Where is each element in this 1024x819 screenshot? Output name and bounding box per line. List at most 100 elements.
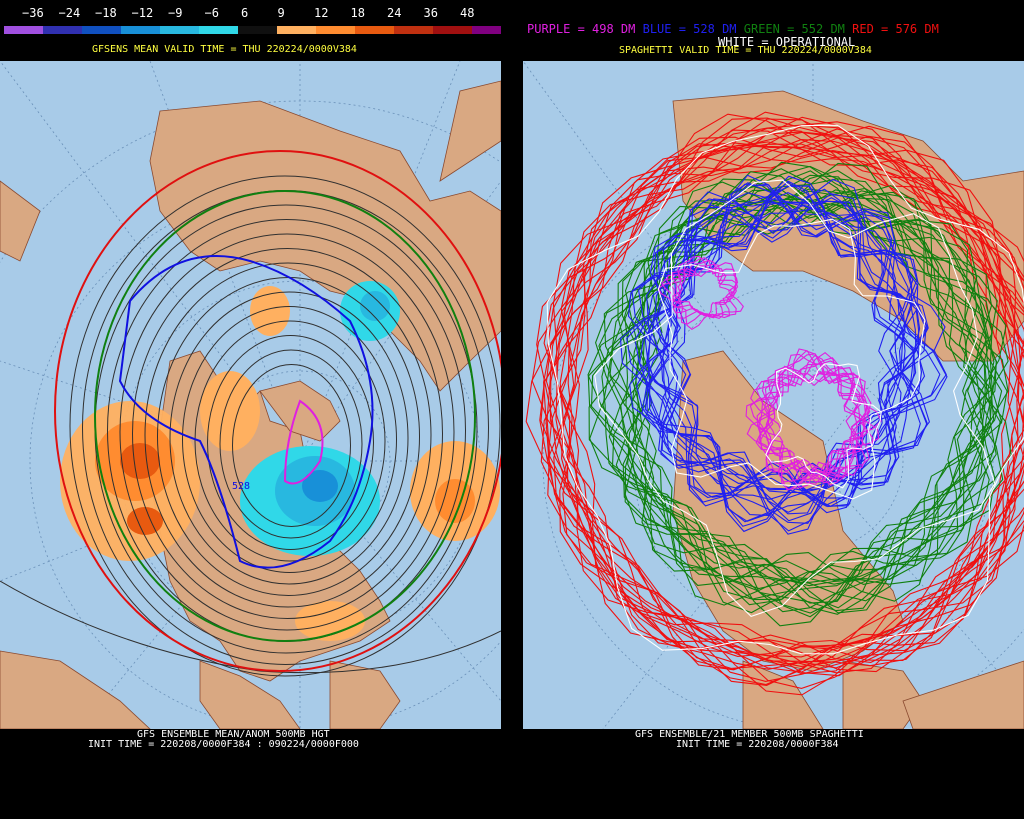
spaghetti-member-contour bbox=[755, 357, 871, 478]
colorbar-cell bbox=[160, 26, 199, 34]
landmasses bbox=[672, 90, 1024, 729]
spaghetti-member-contour bbox=[657, 218, 926, 500]
spaghetti-member-contour bbox=[656, 191, 929, 508]
spaghetti-member-contour bbox=[608, 190, 1001, 618]
colorbar-cell bbox=[277, 26, 316, 34]
spaghetti-footer-init: INIT TIME = 220208/0000F384 bbox=[676, 739, 839, 750]
height-contour-line bbox=[144, 262, 432, 608]
colorbar-tick-label: 6 bbox=[241, 6, 249, 20]
spaghetti-member-contour bbox=[647, 180, 929, 506]
colorbar-tick-label: −36 bbox=[22, 6, 44, 20]
colorbar-tick-label: −9 bbox=[168, 6, 183, 20]
panel-divider bbox=[501, 0, 523, 819]
spaghetti-member-contour bbox=[543, 143, 1024, 669]
spaghetti-member-contour bbox=[661, 257, 739, 325]
spaghetti-legend-item: RED = 576 DM bbox=[852, 22, 939, 36]
height-contour-line bbox=[132, 248, 443, 619]
spaghetti-member-contour bbox=[590, 171, 998, 601]
colorbar-cell bbox=[394, 26, 433, 34]
mean-footer-title: GFS ENSEMBLE MEAN/ANOM 500MB HGT bbox=[137, 729, 330, 740]
spaghetti-member-contour bbox=[644, 198, 921, 522]
colorbar-cell bbox=[238, 26, 277, 34]
spaghetti-member-contour bbox=[657, 255, 744, 330]
spaghetti-member-contour bbox=[587, 168, 993, 614]
spaghetti-member-contour bbox=[603, 174, 997, 586]
spaghetti-member-contour bbox=[756, 367, 874, 481]
spaghetti-member-contour bbox=[636, 178, 948, 532]
colorbar-tick-label: −12 bbox=[131, 6, 154, 20]
height-contour-line bbox=[232, 364, 351, 527]
mean-valid-time-header: GFSENS MEAN VALID TIME = THU 220224/0000… bbox=[92, 44, 357, 55]
height-contour-line bbox=[119, 233, 455, 631]
spaghetti-member-contour bbox=[765, 363, 882, 489]
spaghetti-legend-item: BLUE = 528 DM bbox=[642, 22, 744, 36]
height-contour-line bbox=[194, 320, 386, 562]
ensemble-mean-panel: −36 −24 −18 −12 −9 −6 6 9 12 18 24 36 48 GFSENS MEAN… bbox=[0, 0, 511, 819]
colorbar-cell bbox=[43, 26, 82, 34]
spaghetti-member-contour bbox=[639, 174, 914, 517]
spaghetti-member-contour bbox=[644, 204, 917, 515]
spaghetti-member-contour bbox=[540, 135, 1024, 696]
mean-map-graphic: 528 bbox=[0, 61, 501, 729]
colorbar-tick-label: 9 bbox=[277, 6, 285, 20]
spaghetti-member-contour bbox=[547, 143, 1024, 673]
spaghetti-legend: PURPLE = 498 DM BLUE = 528 DM GREEN = 55… bbox=[527, 22, 939, 36]
spaghetti-contours bbox=[525, 111, 1024, 696]
spaghetti-member-contour bbox=[589, 181, 1002, 614]
spaghetti-member-contour bbox=[561, 125, 1024, 689]
spaghetti-member-contour bbox=[552, 121, 1024, 667]
colorbar-cell bbox=[82, 26, 121, 34]
spaghetti-member-contour bbox=[525, 113, 1024, 686]
spaghetti-legend-item: PURPLE = 498 DM bbox=[527, 22, 643, 36]
contour-label-528: 528 bbox=[232, 481, 250, 492]
mean-footer-init: INIT TIME = 220208/0000F384 : 090224/000… bbox=[88, 739, 359, 750]
spaghetti-member-contour bbox=[624, 190, 998, 602]
spaghetti-member-contour bbox=[602, 185, 993, 582]
colorbar-tick-label: −6 bbox=[204, 6, 219, 20]
anomaly-colorbar bbox=[4, 26, 511, 34]
height-contour-line bbox=[169, 291, 409, 585]
colorbar-cell bbox=[199, 26, 238, 34]
colorbar-tick-label: 36 bbox=[423, 6, 438, 20]
colorbar-cell bbox=[472, 26, 511, 34]
contour-576 bbox=[54, 150, 501, 672]
spaghetti-panel: PURPLE = 498 DM BLUE = 528 DM GREEN = 55… bbox=[523, 0, 1024, 819]
colorbar-cell bbox=[4, 26, 43, 34]
spaghetti-member-contour bbox=[750, 352, 882, 484]
spaghetti-member-contour bbox=[555, 118, 1024, 661]
height-contour-line bbox=[207, 335, 374, 550]
colorbar-cell bbox=[121, 26, 160, 34]
spaghetti-map-graphic bbox=[523, 61, 1024, 729]
operational-legend: WHITE = OPERATIONAL bbox=[718, 35, 856, 49]
spaghetti-member-contour bbox=[546, 124, 1024, 655]
spaghetti-valid-time-header: SPAGHETTI VALID TIME = THU 220224/0000V3… bbox=[619, 45, 872, 56]
spaghetti-map bbox=[523, 61, 1024, 729]
contour-528 bbox=[118, 255, 374, 569]
colorbar-cell bbox=[433, 26, 472, 34]
colorbar-cell bbox=[316, 26, 355, 34]
colorbar-tick-label: 48 bbox=[460, 6, 475, 20]
spaghetti-member-contour bbox=[560, 128, 1024, 669]
spaghetti-member-contour bbox=[594, 179, 996, 618]
colorbar-tick-label: −24 bbox=[58, 6, 81, 20]
colorbar-tick-label: −18 bbox=[95, 6, 117, 20]
contour-498 bbox=[283, 399, 324, 485]
spaghetti-member-contour bbox=[641, 191, 915, 524]
spaghetti-member-contour bbox=[531, 111, 1024, 671]
contour-552 bbox=[94, 190, 476, 642]
spaghetti-footer-title: GFS ENSEMBLE/21 MEMBER 500MB SPAGHETTI bbox=[635, 729, 864, 740]
height-contour-line bbox=[182, 306, 397, 573]
ensemble-mean-map: 528 bbox=[0, 61, 501, 729]
colorbar-tick-label: 12 bbox=[314, 6, 329, 20]
spaghetti-member-contour bbox=[598, 170, 1009, 585]
height-contour-line bbox=[69, 175, 501, 677]
spaghetti-member-contour bbox=[756, 348, 866, 489]
colorbar-cell bbox=[355, 26, 394, 34]
colorbar-tick-label: 24 bbox=[387, 6, 402, 20]
height-contours bbox=[0, 175, 501, 677]
spaghetti-member-contour bbox=[559, 131, 1024, 667]
spaghetti-member-contour bbox=[745, 350, 872, 491]
spaghetti-member-contour bbox=[634, 199, 928, 523]
spaghetti-member-contour bbox=[666, 259, 738, 319]
colorbar-tick-label: 18 bbox=[350, 6, 365, 20]
